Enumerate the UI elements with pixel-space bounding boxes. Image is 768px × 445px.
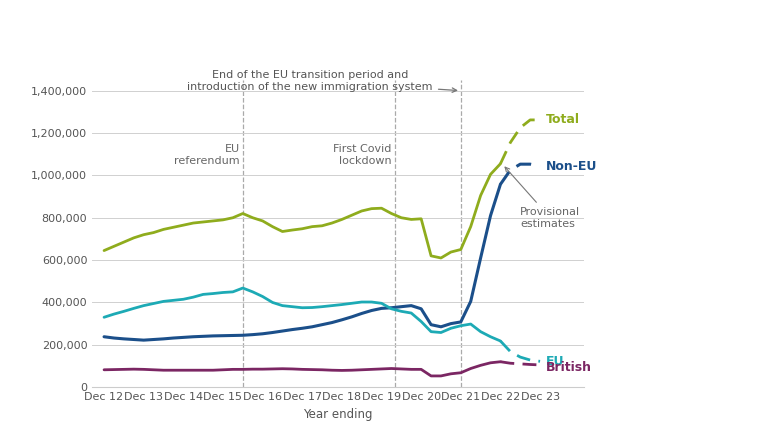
Text: Provisional
estimates: Provisional estimates — [505, 167, 581, 229]
Text: Total: Total — [546, 113, 580, 126]
Text: Non-EU: Non-EU — [546, 160, 598, 173]
X-axis label: Year ending: Year ending — [303, 408, 372, 421]
Text: First Covid
lockdown: First Covid lockdown — [333, 144, 392, 166]
Text: End of the EU transition period and
introduction of the new immigration system: End of the EU transition period and intr… — [187, 70, 457, 93]
Text: EU
referendum: EU referendum — [174, 144, 240, 166]
Text: British: British — [546, 361, 592, 374]
Text: EU: EU — [546, 355, 564, 368]
